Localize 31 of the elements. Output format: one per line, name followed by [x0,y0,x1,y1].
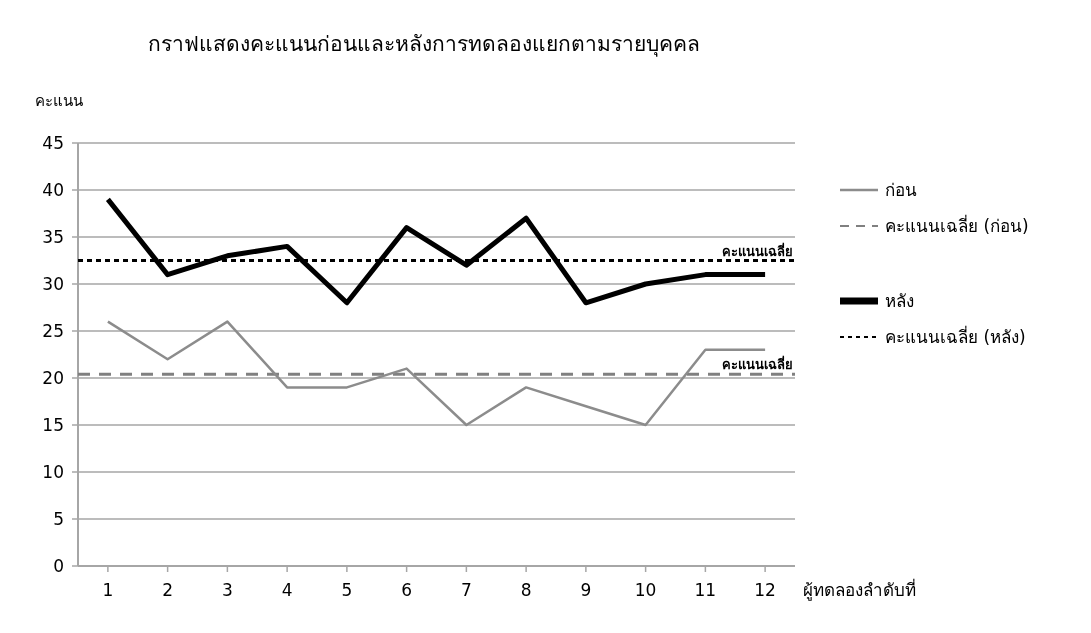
y-tick-label: 25 [42,321,64,341]
y-tick-label: 30 [42,274,64,294]
y-tick-label: 20 [42,368,64,388]
y-tick-label: 0 [53,556,64,576]
x-tick-label: 7 [460,580,472,600]
text: คะแนนเฉลี่ย (หลัง) [885,325,1026,347]
y-tick-label: 10 [42,462,64,482]
y-tick-label: 15 [42,415,64,435]
x-axis-title: ผู้ทดลองลำดับที่ [803,578,916,601]
x-tick-label: 2 [162,580,174,600]
x-tick-label: 8 [520,580,532,600]
chart-title: กราฟแสดงคะแนนก่อนและหลังการทดลองแยกตามรายบุคคล [148,32,700,57]
ref-line-label: คะแนนเฉลี่ย [722,241,793,259]
x-tick-label: 11 [694,580,717,600]
x-tick-label: 5 [341,580,353,600]
y-tick-label: 5 [53,509,64,529]
y-tick-label: 45 [42,133,64,153]
legend-label: หลัง [885,291,914,311]
x-tick-label: 1 [102,580,114,600]
x-tick-label: 3 [221,580,233,600]
y-tick-label: 40 [42,180,64,200]
ref-line-label: คะแนนเฉลี่ย [722,355,793,373]
y-axis-title: คะแนน [35,92,83,110]
x-tick-label: 12 [754,580,776,600]
y-tick-label: 35 [42,227,64,247]
x-tick-label: 10 [634,580,657,600]
x-tick-label: 6 [401,580,413,600]
x-tick-label: 9 [580,580,592,600]
text: คะแนนเฉลี่ย (ก่อน) [885,214,1029,236]
legend-label: ก่อน [885,180,917,200]
x-tick-label: 4 [281,580,293,600]
